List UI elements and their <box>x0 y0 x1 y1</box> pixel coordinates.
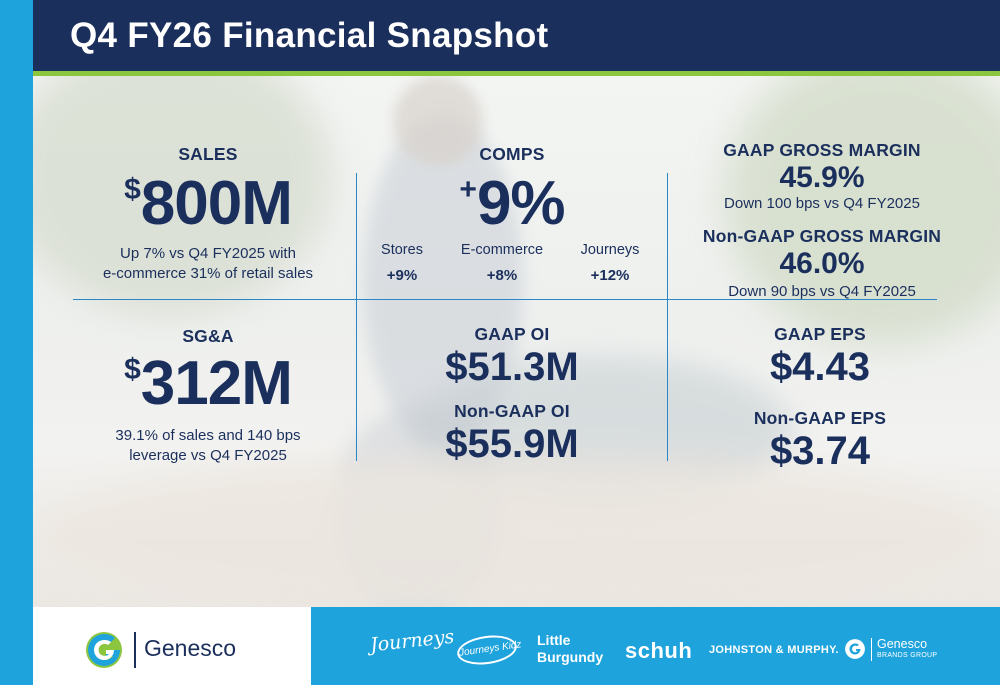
background-photo <box>33 76 1000 607</box>
comps-channel-value: +8% <box>486 267 518 284</box>
brand-johnston-murphy-logo: JOHNSTON & MURPHY. <box>709 644 839 656</box>
header-accent-line <box>33 71 1000 76</box>
nongaap-oi-label: Non-GAAP OI <box>454 401 570 421</box>
tree-left <box>33 76 333 316</box>
brand-genesco-brands-group-sub: BRANDS GROUP <box>877 652 938 659</box>
gaap-eps-value: $4.43 <box>769 345 871 389</box>
sga-label: SG&A <box>182 326 234 346</box>
brand-genesco-brands-group-name: Genesco <box>877 637 928 651</box>
nongaap-eps-value: $3.74 <box>769 429 871 473</box>
sga-currency: $ <box>124 353 141 386</box>
tree-right <box>723 76 1000 346</box>
vertical-divider-right <box>667 173 668 461</box>
brand-little-burgundy-logo: Little Burgundy <box>537 632 603 666</box>
vertical-divider-left <box>356 173 357 461</box>
sales-amount: 800M <box>140 169 293 238</box>
horizontal-divider <box>73 299 937 300</box>
sga-amount: 312M <box>140 349 293 418</box>
comps-sign: + <box>459 173 477 206</box>
gaap-gross-margin-note: Down 100 bps vs Q4 FY2025 <box>724 195 920 212</box>
comps-channel-name: Journeys <box>580 242 640 258</box>
brand-little-burgundy-line1: Little <box>537 632 571 648</box>
nongaap-gross-margin-note: Down 90 bps vs Q4 FY2025 <box>728 283 916 300</box>
gaap-gross-margin-value: 45.9% <box>779 161 865 194</box>
comps-channel-value: +9% <box>386 267 418 284</box>
nongaap-oi-value: $55.9M <box>445 422 579 466</box>
left-accent-bar <box>0 0 33 685</box>
footer-brands-area <box>311 607 1000 685</box>
nongaap-gross-margin-value: 46.0% <box>779 247 865 280</box>
comps-amount: 9% <box>476 169 566 238</box>
genesco-logo-icon <box>86 632 122 668</box>
gaap-oi-label: GAAP OI <box>474 324 550 344</box>
comps-channel-value: +12% <box>590 267 630 284</box>
sales-note-2: e-commerce 31% of retail sales <box>102 265 314 282</box>
sales-value: $800M <box>88 173 328 235</box>
person-head <box>393 76 483 166</box>
page-title: Q4 FY26 Financial Snapshot <box>70 16 549 55</box>
sales-currency: $ <box>124 173 141 206</box>
comps-channel-name: Stores <box>381 242 423 258</box>
footer-company-area <box>33 607 311 685</box>
logo-separator <box>134 632 136 668</box>
brand-little-burgundy-line2: Burgundy <box>537 649 604 665</box>
ground <box>33 456 1000 607</box>
comps-channel-name: E-commerce <box>460 242 544 258</box>
comps-value: +9% <box>392 173 632 235</box>
gaap-eps-label: GAAP EPS <box>774 324 866 344</box>
sga-note-2: leverage vs Q4 FY2025 <box>129 447 287 464</box>
gaap-gross-margin-label: GAAP GROSS MARGIN <box>723 140 921 160</box>
nongaap-eps-label: Non-GAAP EPS <box>753 408 887 428</box>
gbg-separator <box>871 638 872 661</box>
company-name: Genesco <box>144 635 237 661</box>
sales-note-1: Up 7% vs Q4 FY2025 with <box>120 245 296 262</box>
sga-note-1: 39.1% of sales and 140 bps <box>115 427 301 444</box>
comps-label: COMPS <box>479 144 545 164</box>
header-bar: Q4 FY26 Financial Snapshot <box>33 0 1000 71</box>
gaap-oi-value: $51.3M <box>445 345 579 389</box>
sales-label: SALES <box>178 144 238 164</box>
brand-schuh-logo: schuh <box>625 638 693 663</box>
sga-value: $312M <box>88 353 328 415</box>
genesco-brands-group-icon <box>845 639 865 659</box>
nongaap-gross-margin-label: Non-GAAP GROSS MARGIN <box>702 226 942 246</box>
